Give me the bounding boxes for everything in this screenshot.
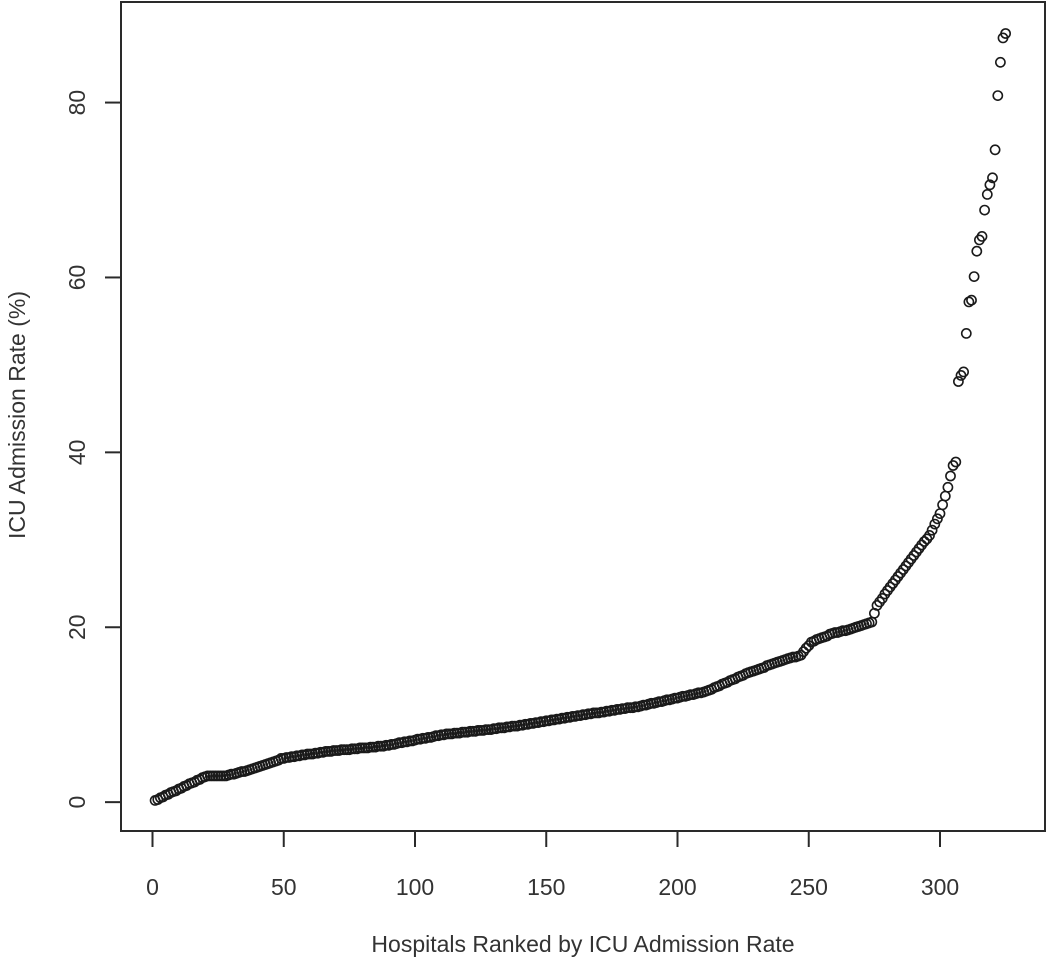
data-point	[800, 642, 812, 654]
data-point	[189, 776, 200, 788]
data-point	[958, 366, 969, 378]
data-point	[987, 172, 998, 184]
x-tick-label: 300	[921, 874, 959, 900]
y-tick-label: 20	[64, 614, 90, 640]
x-tick-label: 0	[146, 874, 159, 900]
x-axis: 0 50 100 150 200 250 300	[146, 831, 959, 900]
data-point	[175, 782, 187, 794]
data-point	[926, 524, 938, 536]
x-axis-title: Hospitals Ranked by ICU Admission Rate	[371, 931, 794, 957]
data-point	[924, 530, 935, 541]
x-tick-label: 250	[790, 874, 828, 900]
y-axis: 0 20 40 60 80	[64, 90, 121, 809]
x-tick-label: 200	[658, 874, 696, 900]
data-point	[937, 499, 948, 511]
data-point	[1000, 28, 1011, 39]
x-tick-label: 100	[396, 874, 434, 900]
data-point	[929, 518, 941, 530]
x-tick-label: 150	[527, 874, 565, 900]
data-point	[170, 785, 182, 797]
data-point	[953, 376, 964, 387]
data-point	[984, 179, 996, 191]
plot-frame	[120, 1, 1046, 832]
data-point	[968, 271, 980, 282]
data-point	[995, 56, 1006, 68]
data-point	[939, 490, 951, 502]
y-axis-title: ICU Admission Rate (%)	[4, 291, 30, 539]
data-point	[971, 245, 983, 257]
data-point	[152, 794, 164, 805]
data-point	[963, 296, 975, 308]
data-point	[157, 791, 169, 803]
data-point	[976, 230, 988, 242]
data-point	[992, 90, 1004, 101]
data-point	[989, 144, 1001, 156]
y-tick-label: 80	[64, 90, 90, 116]
data-points	[149, 28, 1011, 806]
data-point	[942, 481, 954, 493]
data-point	[932, 513, 943, 525]
data-point	[918, 536, 930, 547]
data-point	[979, 204, 990, 216]
data-point	[981, 188, 993, 200]
data-point	[945, 470, 956, 482]
y-tick-label: 0	[64, 796, 90, 809]
data-point	[966, 294, 977, 306]
data-point	[950, 456, 962, 468]
x-tick-label: 50	[271, 874, 297, 900]
y-tick-label: 60	[64, 265, 90, 291]
data-point	[960, 327, 972, 339]
y-tick-label: 40	[64, 440, 90, 466]
